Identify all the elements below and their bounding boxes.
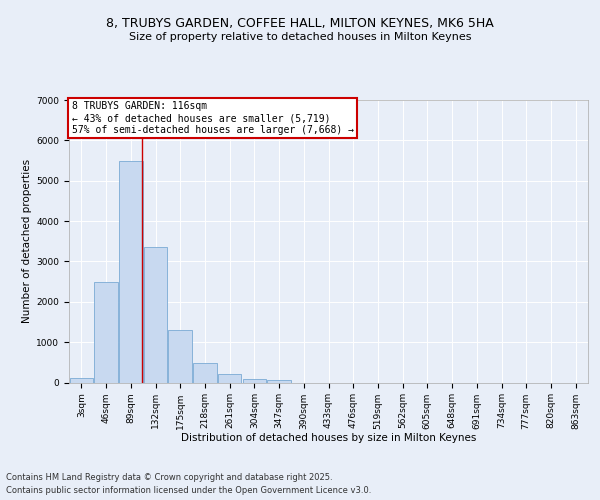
Text: Contains public sector information licensed under the Open Government Licence v3: Contains public sector information licen…	[6, 486, 371, 495]
Y-axis label: Number of detached properties: Number of detached properties	[22, 159, 32, 324]
Bar	[169, 330, 192, 382]
Text: Contains HM Land Registry data © Crown copyright and database right 2025.: Contains HM Land Registry data © Crown c…	[6, 474, 332, 482]
Bar	[193, 363, 217, 382]
Bar	[70, 378, 93, 382]
Text: Size of property relative to detached houses in Milton Keynes: Size of property relative to detached ho…	[129, 32, 471, 42]
Bar	[242, 379, 266, 382]
Bar	[144, 248, 167, 382]
Bar	[119, 160, 143, 382]
Text: 8 TRUBYS GARDEN: 116sqm
← 43% of detached houses are smaller (5,719)
57% of semi: 8 TRUBYS GARDEN: 116sqm ← 43% of detache…	[71, 102, 353, 134]
Bar	[218, 374, 241, 382]
X-axis label: Distribution of detached houses by size in Milton Keynes: Distribution of detached houses by size …	[181, 433, 476, 443]
Bar	[268, 380, 291, 382]
Text: 8, TRUBYS GARDEN, COFFEE HALL, MILTON KEYNES, MK6 5HA: 8, TRUBYS GARDEN, COFFEE HALL, MILTON KE…	[106, 18, 494, 30]
Bar	[94, 282, 118, 382]
